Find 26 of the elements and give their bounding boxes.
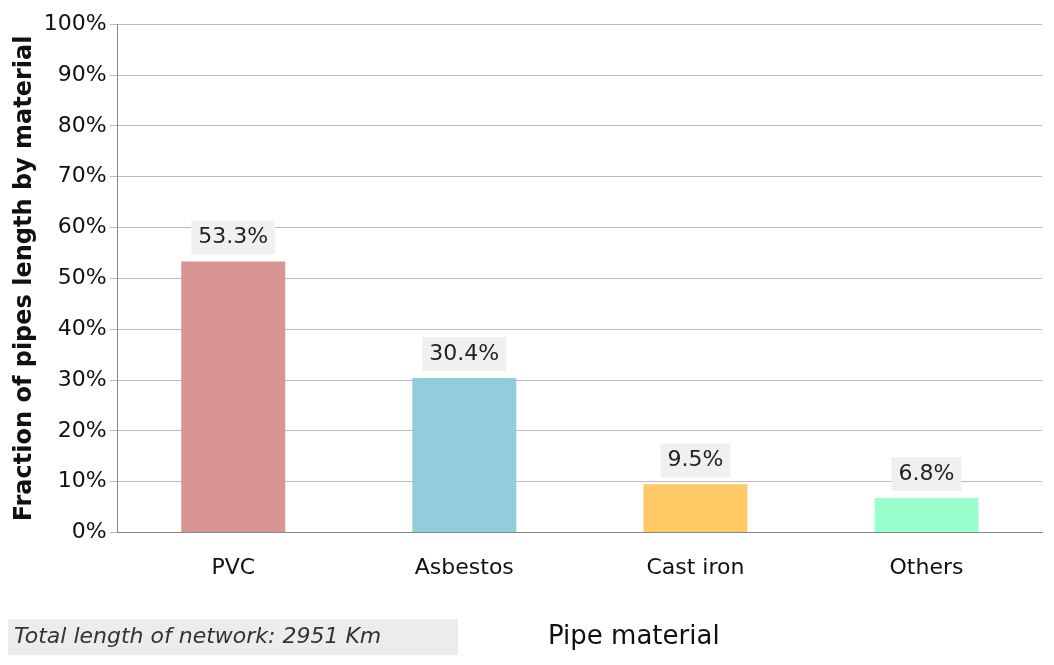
bar <box>181 261 286 533</box>
data-label: 9.5% <box>667 446 724 472</box>
y-tick-label: 60% <box>57 213 107 239</box>
data-label: 30.4% <box>429 339 500 365</box>
bar <box>874 498 979 533</box>
text: Total length of network: 2951 Km <box>14 622 382 648</box>
bar <box>643 484 748 533</box>
y-tick-label: 40% <box>57 314 107 340</box>
bar <box>412 378 517 533</box>
data-label: 53.3% <box>198 223 269 249</box>
x-tick-label: PVC <box>211 553 256 579</box>
y-tick-label: 70% <box>57 162 107 188</box>
y-tick-label: 50% <box>57 264 107 290</box>
x-axis-title: Pipe material <box>548 619 720 650</box>
y-tick-label: 0% <box>71 518 107 544</box>
y-tick-label: 20% <box>57 416 107 442</box>
y-tick-label: 90% <box>57 60 107 86</box>
x-tick-label: Asbestos <box>414 553 514 579</box>
x-tick-label: Cast iron <box>646 553 745 579</box>
data-label: 6.8% <box>898 459 955 485</box>
x-tick-label: Others <box>889 553 964 579</box>
y-tick-label: 80% <box>57 111 107 137</box>
y-tick-label: 10% <box>57 467 107 493</box>
y-tick-label: 100% <box>43 9 107 35</box>
y-axis-title: Fraction of pipes length by material <box>8 35 37 522</box>
y-tick-label: 30% <box>57 365 107 391</box>
